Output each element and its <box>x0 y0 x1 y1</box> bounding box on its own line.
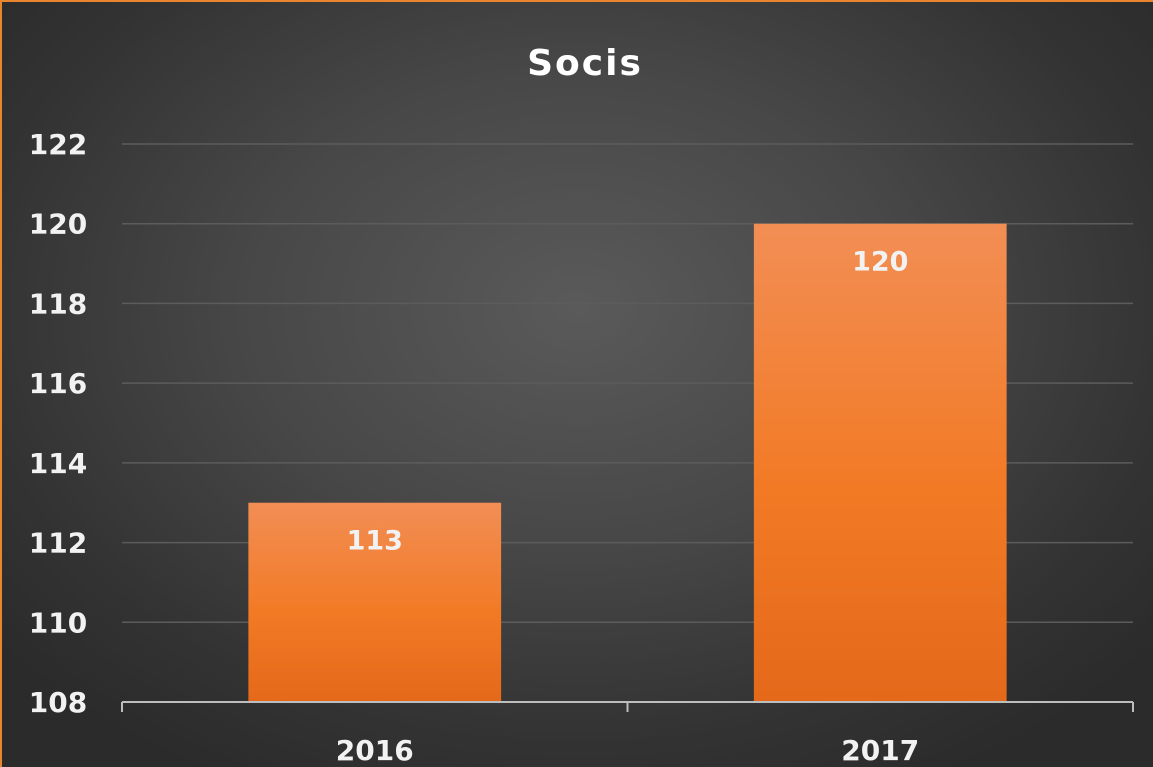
x-axis-tick-labels: 2016 2017 <box>336 734 919 767</box>
bar-2016 <box>248 502 502 702</box>
y-tick-label: 108 <box>29 686 87 719</box>
y-axis-tick-labels: 108 110 112 114 116 118 120 122 <box>29 128 87 719</box>
y-tick-label: 112 <box>29 527 87 560</box>
x-tick-label: 2016 <box>336 734 414 767</box>
bar-2017 <box>753 223 1007 702</box>
y-tick-label: 118 <box>29 287 87 320</box>
x-axis <box>121 701 1134 712</box>
data-label: 120 <box>852 247 908 278</box>
y-tick-label: 114 <box>29 447 87 480</box>
x-tick-label: 2017 <box>841 734 919 767</box>
chart-title: Socis <box>527 43 643 84</box>
y-tick-label: 120 <box>29 208 87 241</box>
data-labels: 113 120 <box>347 247 909 557</box>
bars <box>248 223 1007 702</box>
y-tick-label: 110 <box>29 606 87 639</box>
y-tick-label: 116 <box>29 367 87 400</box>
y-tick-label: 122 <box>29 128 87 161</box>
data-label: 113 <box>347 526 403 557</box>
